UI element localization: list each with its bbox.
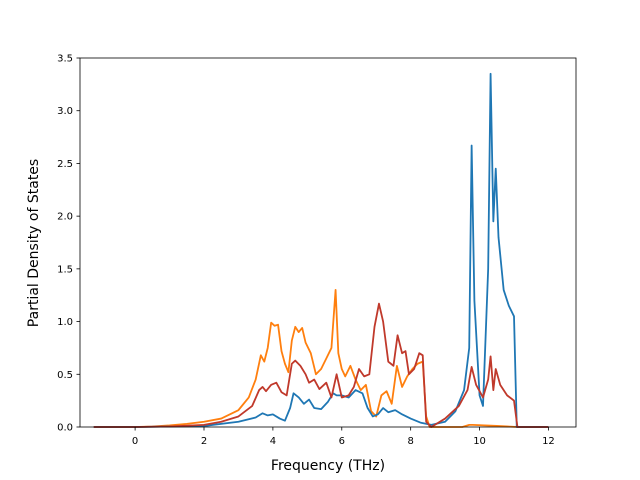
y-tick-label: 2.0 — [57, 212, 73, 223]
y-tick-label: 1.0 — [57, 317, 73, 328]
y-tick-label: 0.5 — [57, 370, 73, 381]
y-tick-label: 3.0 — [57, 106, 73, 117]
x-axis-label: Frequency (THz) — [271, 458, 385, 474]
x-tick-label: 4 — [270, 436, 276, 447]
y-axis-ticks: 0.0 0.5 1.0 1.5 2.0 2.5 3.0 3.5 — [57, 54, 80, 434]
y-tick-label: 3.5 — [57, 54, 73, 65]
y-tick-label: 2.5 — [57, 159, 73, 170]
x-axis-ticks: 0 2 4 6 8 10 12 — [132, 427, 555, 447]
x-tick-label: 12 — [542, 436, 555, 447]
series-line-1 — [93, 289, 549, 428]
x-tick-label: 6 — [339, 436, 345, 447]
series-line-2 — [93, 72, 549, 428]
x-tick-label: 10 — [473, 436, 486, 447]
series-layer — [93, 72, 549, 428]
y-tick-label: 0.0 — [57, 423, 73, 434]
y-tick-label: 1.5 — [57, 264, 73, 275]
x-tick-label: 8 — [407, 436, 413, 447]
series-line-3 — [93, 302, 549, 428]
plot-frame — [79, 57, 577, 428]
x-tick-label: 2 — [201, 436, 207, 447]
y-axis-label: Partial Density of States — [26, 159, 42, 327]
x-tick-label: 0 — [132, 436, 138, 447]
